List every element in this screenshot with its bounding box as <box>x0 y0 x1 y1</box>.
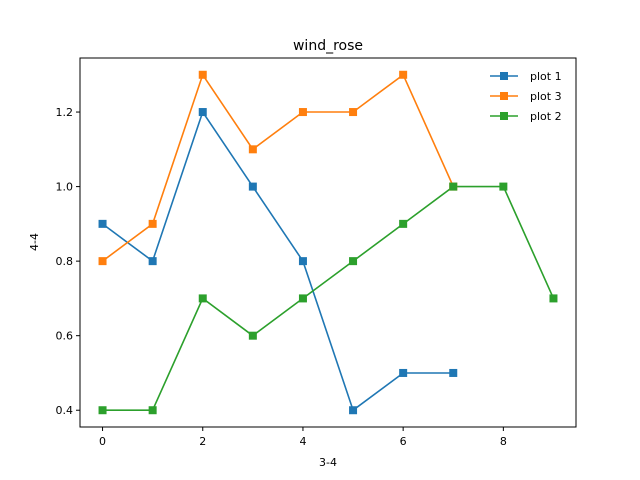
legend-marker-plot-1 <box>500 72 508 80</box>
data-point-plot-1 <box>148 257 157 266</box>
x-axis-label: 3-4 <box>319 456 337 469</box>
plot-frame <box>79 57 577 428</box>
data-point-plot-1 <box>198 108 207 117</box>
data-point-plot-2 <box>248 331 257 340</box>
data-point-plot-2 <box>148 406 157 415</box>
data-point-plot-2 <box>499 182 508 191</box>
legend: plot 1 plot 3 plot 2 <box>490 70 562 123</box>
data-point-plot-2 <box>98 406 107 415</box>
y-tick-label: 0.4 <box>56 404 74 417</box>
y-tick-label: 1.0 <box>56 181 74 194</box>
data-point-plot-1 <box>399 368 408 377</box>
x-tick-label: 8 <box>500 435 507 448</box>
data-point-plot-3 <box>248 145 257 154</box>
series-line-plot-1 <box>102 110 454 412</box>
data-point-plot-2 <box>399 219 408 228</box>
data-point-plot-3 <box>298 108 307 117</box>
data-point-plot-1 <box>98 219 107 228</box>
data-point-plot-1 <box>349 406 358 415</box>
chart-title: wind_rose <box>293 38 363 54</box>
data-point-plot-3 <box>349 108 358 117</box>
data-point-plot-3 <box>198 70 207 79</box>
legend-label-plot-3: plot 3 <box>530 90 562 103</box>
data-point-plot-3 <box>98 257 107 266</box>
legend-label-plot-2: plot 2 <box>530 110 562 123</box>
legend-label-plot-1: plot 1 <box>530 70 562 83</box>
y-tick-label: 0.6 <box>56 330 74 343</box>
x-tick-label: 6 <box>400 435 407 448</box>
data-point-plot-2 <box>349 257 358 266</box>
series-line-plot-3 <box>102 73 455 262</box>
data-point-plot-2 <box>298 294 307 303</box>
data-point-plot-2 <box>198 294 207 303</box>
ticks-layer: 0 2 4 6 8 0.4 0.6 0.8 1.0 1.2 <box>56 106 507 448</box>
data-point-plot-1 <box>449 368 458 377</box>
data-point-plot-3 <box>148 219 157 228</box>
data-point-plot-1 <box>248 182 257 191</box>
x-tick-label: 0 <box>99 435 106 448</box>
x-tick-label: 4 <box>299 435 306 448</box>
legend-marker-plot-2 <box>500 112 508 120</box>
x-tick-label: 2 <box>199 435 206 448</box>
data-point-plot-2 <box>449 182 458 191</box>
data-point-plot-2 <box>549 294 558 303</box>
y-tick-label: 0.8 <box>56 255 74 268</box>
y-axis-label: 4-4 <box>28 233 41 251</box>
y-tick-label: 1.2 <box>56 106 74 119</box>
legend-marker-plot-3 <box>500 92 508 100</box>
series-line-plot-2 <box>102 185 555 412</box>
series-layer <box>98 70 558 415</box>
data-point-plot-1 <box>298 257 307 266</box>
data-point-plot-3 <box>399 70 408 79</box>
